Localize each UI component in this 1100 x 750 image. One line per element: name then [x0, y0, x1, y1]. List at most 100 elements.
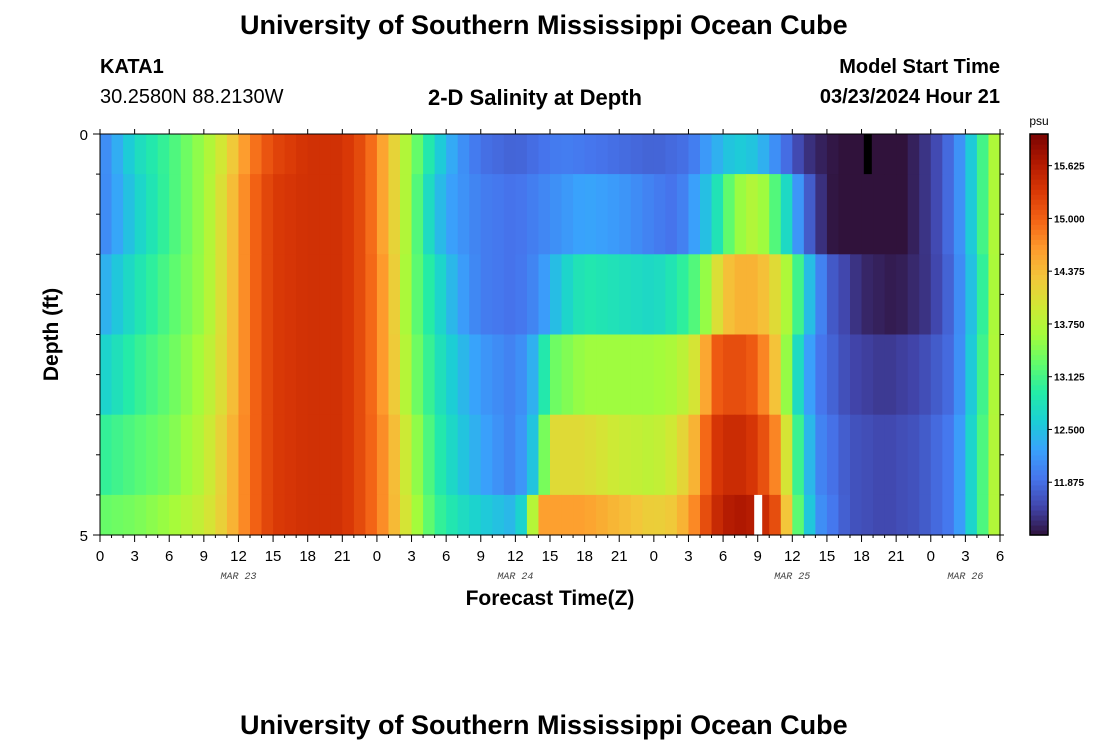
heatmap-cell	[884, 174, 897, 255]
heatmap-cell	[180, 254, 193, 336]
heatmap-cell	[676, 334, 690, 416]
colorbar-segment	[1030, 374, 1048, 381]
heatmap-cell	[215, 494, 228, 536]
heatmap-cell	[907, 174, 920, 255]
heatmap-cell	[734, 254, 747, 336]
heatmap-cell	[653, 174, 666, 255]
colorbar-segment	[1030, 339, 1048, 346]
heatmap-cell	[780, 414, 793, 496]
heatmap-cell	[630, 254, 643, 336]
heatmap-cell	[526, 494, 540, 536]
heatmap-cell	[284, 334, 297, 416]
heatmap-cell	[930, 334, 943, 416]
x-tick-label: 9	[754, 548, 762, 565]
colorbar-segment	[1030, 454, 1048, 461]
x-tick-label: 18	[299, 548, 316, 565]
heatmap-cell	[365, 254, 378, 336]
heatmap-cell	[630, 334, 643, 416]
heatmap-cell	[192, 494, 205, 536]
heatmap-cell	[307, 174, 320, 255]
heatmap-cell	[642, 134, 655, 175]
colorbar-segment	[1030, 524, 1048, 531]
heatmap-cell	[619, 254, 632, 336]
heatmap-cell	[792, 174, 805, 255]
x-tick-label: 15	[542, 548, 559, 565]
heatmap-cell	[965, 134, 978, 175]
heatmap-cell	[492, 134, 505, 175]
heatmap-cell	[515, 494, 528, 536]
heatmap-cell	[226, 254, 240, 336]
colorbar-tick-label: 11.875	[1054, 478, 1084, 489]
heatmap-cell	[342, 494, 355, 536]
heatmap-cell	[226, 494, 240, 536]
heatmap-cell	[723, 254, 736, 336]
heatmap-cell	[826, 334, 840, 416]
colorbar-segment	[1030, 334, 1048, 341]
heatmap-cell	[319, 134, 332, 175]
heatmap-cell	[111, 134, 124, 175]
x-tick-label: 0	[373, 548, 381, 565]
heatmap-cell	[538, 494, 551, 536]
heatmap-cell	[446, 414, 459, 496]
heatmap-cell	[388, 334, 401, 416]
heatmap-cell	[919, 334, 932, 416]
heatmap-cell	[492, 254, 505, 336]
heatmap-cell	[330, 254, 343, 336]
heatmap-cell	[665, 494, 678, 536]
heatmap-cell	[238, 414, 251, 496]
heatmap-cell	[446, 494, 459, 536]
heatmap-cell	[942, 414, 955, 496]
heatmap-cell	[388, 174, 401, 255]
heatmap-cell	[896, 174, 909, 255]
heatmap-cell	[376, 174, 390, 255]
colorbar-tick-label: 14.375	[1054, 267, 1085, 278]
heatmap-cell	[942, 134, 955, 175]
heatmap-cell	[180, 334, 193, 416]
heatmap-cell	[538, 334, 551, 416]
heatmap-cell	[215, 254, 228, 336]
heatmap-cell	[676, 414, 690, 496]
heatmap-cell	[538, 134, 551, 175]
heatmap-cell	[503, 254, 516, 336]
heatmap-cell	[573, 174, 586, 255]
heatmap-cell	[815, 494, 828, 536]
heatmap-cell	[873, 414, 886, 496]
colorbar-segment	[1030, 164, 1048, 170]
heatmap-cell	[446, 254, 459, 336]
heatmap-cell	[146, 414, 159, 496]
heatmap-cell	[711, 134, 724, 175]
x-tick-label: 0	[650, 548, 658, 565]
heatmap-cell	[111, 334, 124, 416]
heatmap-cell	[469, 254, 482, 336]
heatmap-cell	[180, 134, 193, 175]
heatmap-cell	[457, 254, 470, 336]
heatmap-cell	[919, 254, 932, 336]
colorbar-segment	[1030, 239, 1048, 245]
heatmap-cell	[861, 414, 874, 496]
colorbar-segment	[1030, 264, 1048, 270]
colorbar-segment	[1030, 224, 1048, 230]
x-tick-label: 18	[576, 548, 593, 565]
page-title: University of Southern Mississippi Ocean…	[240, 10, 848, 40]
heatmap-cell	[746, 174, 759, 255]
heatmap-cell	[653, 414, 666, 496]
heatmap-cell	[630, 414, 643, 496]
heatmap-cell	[907, 494, 920, 536]
heatmap-cell	[273, 414, 286, 496]
heatmap-cell	[723, 414, 736, 496]
heatmap-cell	[607, 334, 620, 416]
heatmap-cell	[746, 414, 759, 496]
colorbar-segment	[1030, 439, 1048, 446]
heatmap-cell	[284, 494, 297, 536]
heatmap-cell	[538, 414, 551, 496]
heatmap-cell	[307, 334, 320, 416]
heatmap-cell	[861, 174, 874, 255]
heatmap-cell	[711, 414, 724, 496]
heatmap-cell	[261, 174, 274, 255]
heatmap-cell	[561, 254, 574, 336]
heatmap-cell	[584, 334, 597, 416]
heatmap-cell	[953, 494, 966, 536]
colorbar-segment	[1030, 329, 1048, 336]
heatmap-cell	[203, 334, 216, 416]
heatmap-cell	[873, 334, 886, 416]
